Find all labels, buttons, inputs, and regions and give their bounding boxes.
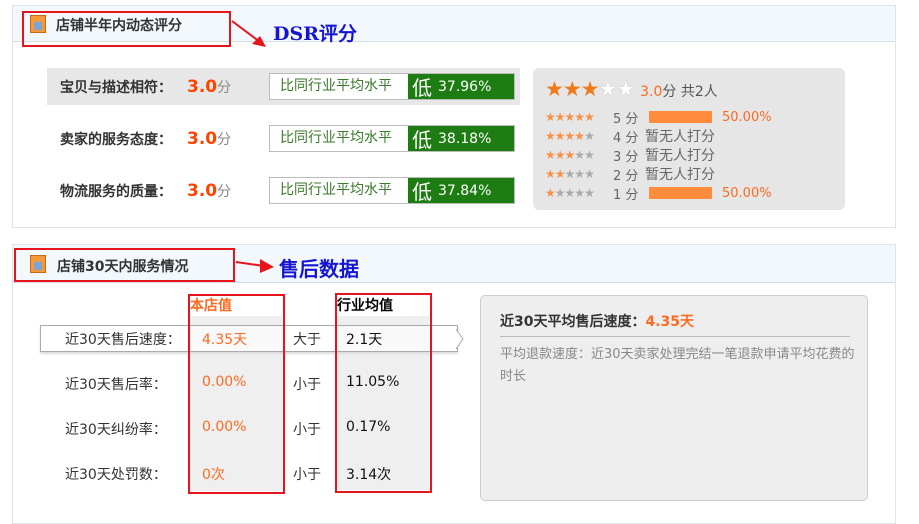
star-icon: ★★★★★ [545,148,595,162]
compare-pct: 38.18% [438,130,492,147]
service-label: 近30天售后速度： [65,332,181,348]
compare-word: 小于 [293,377,321,393]
industry-column-box [335,293,432,493]
star-icon: ★ [562,77,582,101]
shop-value: 4.35天 [202,332,248,348]
dsr-score: 3.0分 [187,128,232,149]
dsr-label: 物流服务的质量： [60,183,172,200]
rating-summary: ★★★★★ 3.0分 共2人 ★★★★★ 5 分 50.00% ★★★★★ 4 … [533,68,845,210]
compare-text: 比同行业平均水平 [280,78,392,94]
dsr-label: 卖家的服务态度： [60,131,172,148]
shop-column-box [188,294,285,494]
star-icon: ★ [598,77,617,101]
industry-value: 2.1天 [346,332,383,348]
dsr-label: 宝贝与描述相符： [60,79,172,96]
star-icon: ★★★★★ [545,110,595,124]
dsr-score: 3.0分 [187,180,232,201]
service-annotation: 售后数据 [279,257,359,281]
star-icon: ★ [616,77,635,101]
shop-icon [30,255,46,273]
annotation-box [22,11,231,47]
compare-word: 大于 [293,332,321,348]
rating-breakdown-row: ★★★★★ 2 分 暂无人打分 [545,165,715,184]
compare-word: 小于 [293,467,321,483]
service-header [13,245,895,283]
rating-breakdown-row: ★★★★★ 3 分 暂无人打分 [545,146,715,165]
col-industry-header: 行业均值 [337,298,393,314]
shop-value: 0次 [202,467,225,483]
dsr-score: 3.0分 [187,76,232,97]
service-label: 近30天纠纷率： [65,422,167,438]
service-title: 店铺30天内服务情况 [57,259,189,275]
detail-title: 近30天平均售后速度： [500,314,646,330]
share-bar [649,187,712,199]
shop-icon [30,15,46,33]
dsr-row: 物流服务的质量： 3.0分 比同行业平均水平 低 37.84% [47,172,520,209]
rating-total: 共2人 [680,84,718,100]
rating-score: 3.0 [640,84,663,100]
service-detail-box: 近30天平均售后速度：4.35天 平均退款速度：近30天卖家处理完结一笔退款申请… [480,295,868,501]
dsr-row: 宝贝与描述相符： 3.0分 比同行业平均水平 低 37.96% [47,68,520,105]
industry-value: 0.17% [346,419,391,435]
annotation-arrow [235,259,274,273]
rating-breakdown-row: ★★★★★ 1 分 50.00% [545,184,772,203]
dsr-annotation: DSR评分 [273,23,357,45]
dsr-row: 卖家的服务态度： 3.0分 比同行业平均水平 低 38.18% [47,120,520,157]
compare-level: 低 [412,128,432,152]
service-label: 近30天售后率： [65,377,167,393]
breakdown-label: 3 分 [613,149,639,165]
industry-value: 3.14次 [346,467,392,483]
breakdown-label: 1 分 [613,187,639,203]
dsr-title: 店铺半年内动态评分 [56,18,182,34]
breakdown-pct: 50.00% [722,109,772,125]
compare-pct: 37.84% [438,182,492,199]
shop-value: 0.00% [202,419,247,435]
industry-compare-badge: 比同行业平均水平 低 37.84% [269,177,515,204]
industry-compare-badge: 比同行业平均水平 低 37.96% [269,73,515,100]
breakdown-text: 暂无人打分 [645,148,715,164]
shop-value: 0.00% [202,374,247,390]
rating-stars: ★★★★★ [545,77,635,101]
industry-value: 11.05% [346,374,400,390]
breakdown-label: 4 分 [613,130,639,146]
rating-breakdown-row: ★★★★★ 5 分 50.00% [545,108,772,127]
share-bar [649,111,712,123]
compare-level: 低 [412,76,432,100]
compare-word: 小于 [293,422,321,438]
breakdown-pct: 50.00% [722,185,772,201]
compare-pct: 37.96% [438,78,492,95]
star-icon: ★★★★★ [545,167,595,181]
rating-breakdown-row: ★★★★★ 4 分 暂无人打分 [545,127,715,146]
breakdown-text: 暂无人打分 [645,129,715,145]
industry-compare-badge: 比同行业平均水平 低 38.18% [269,125,515,152]
detail-value: 4.35天 [645,314,695,330]
compare-text: 比同行业平均水平 [280,130,392,146]
annotation-box [14,248,235,282]
annotation-arrow [231,20,266,47]
detail-desc: 平均退款速度：近30天卖家处理完结一笔退款申请平均花费的时长 [500,347,855,384]
row-highlight [40,325,458,352]
breakdown-text: 暂无人打分 [645,167,715,183]
service-label: 近30天处罚数： [65,467,167,483]
breakdown-label: 5 分 [613,111,639,127]
star-icon: ★ [580,77,600,101]
star-icon: ★★★★★ [545,186,595,200]
col-shop-header: 本店值 [190,298,232,314]
star-icon: ★ [545,77,564,101]
rating-unit: 分 [662,84,677,100]
breakdown-label: 2 分 [613,168,639,184]
compare-level: 低 [412,180,432,204]
star-icon: ★★★★★ [545,129,595,143]
compare-text: 比同行业平均水平 [280,182,392,198]
